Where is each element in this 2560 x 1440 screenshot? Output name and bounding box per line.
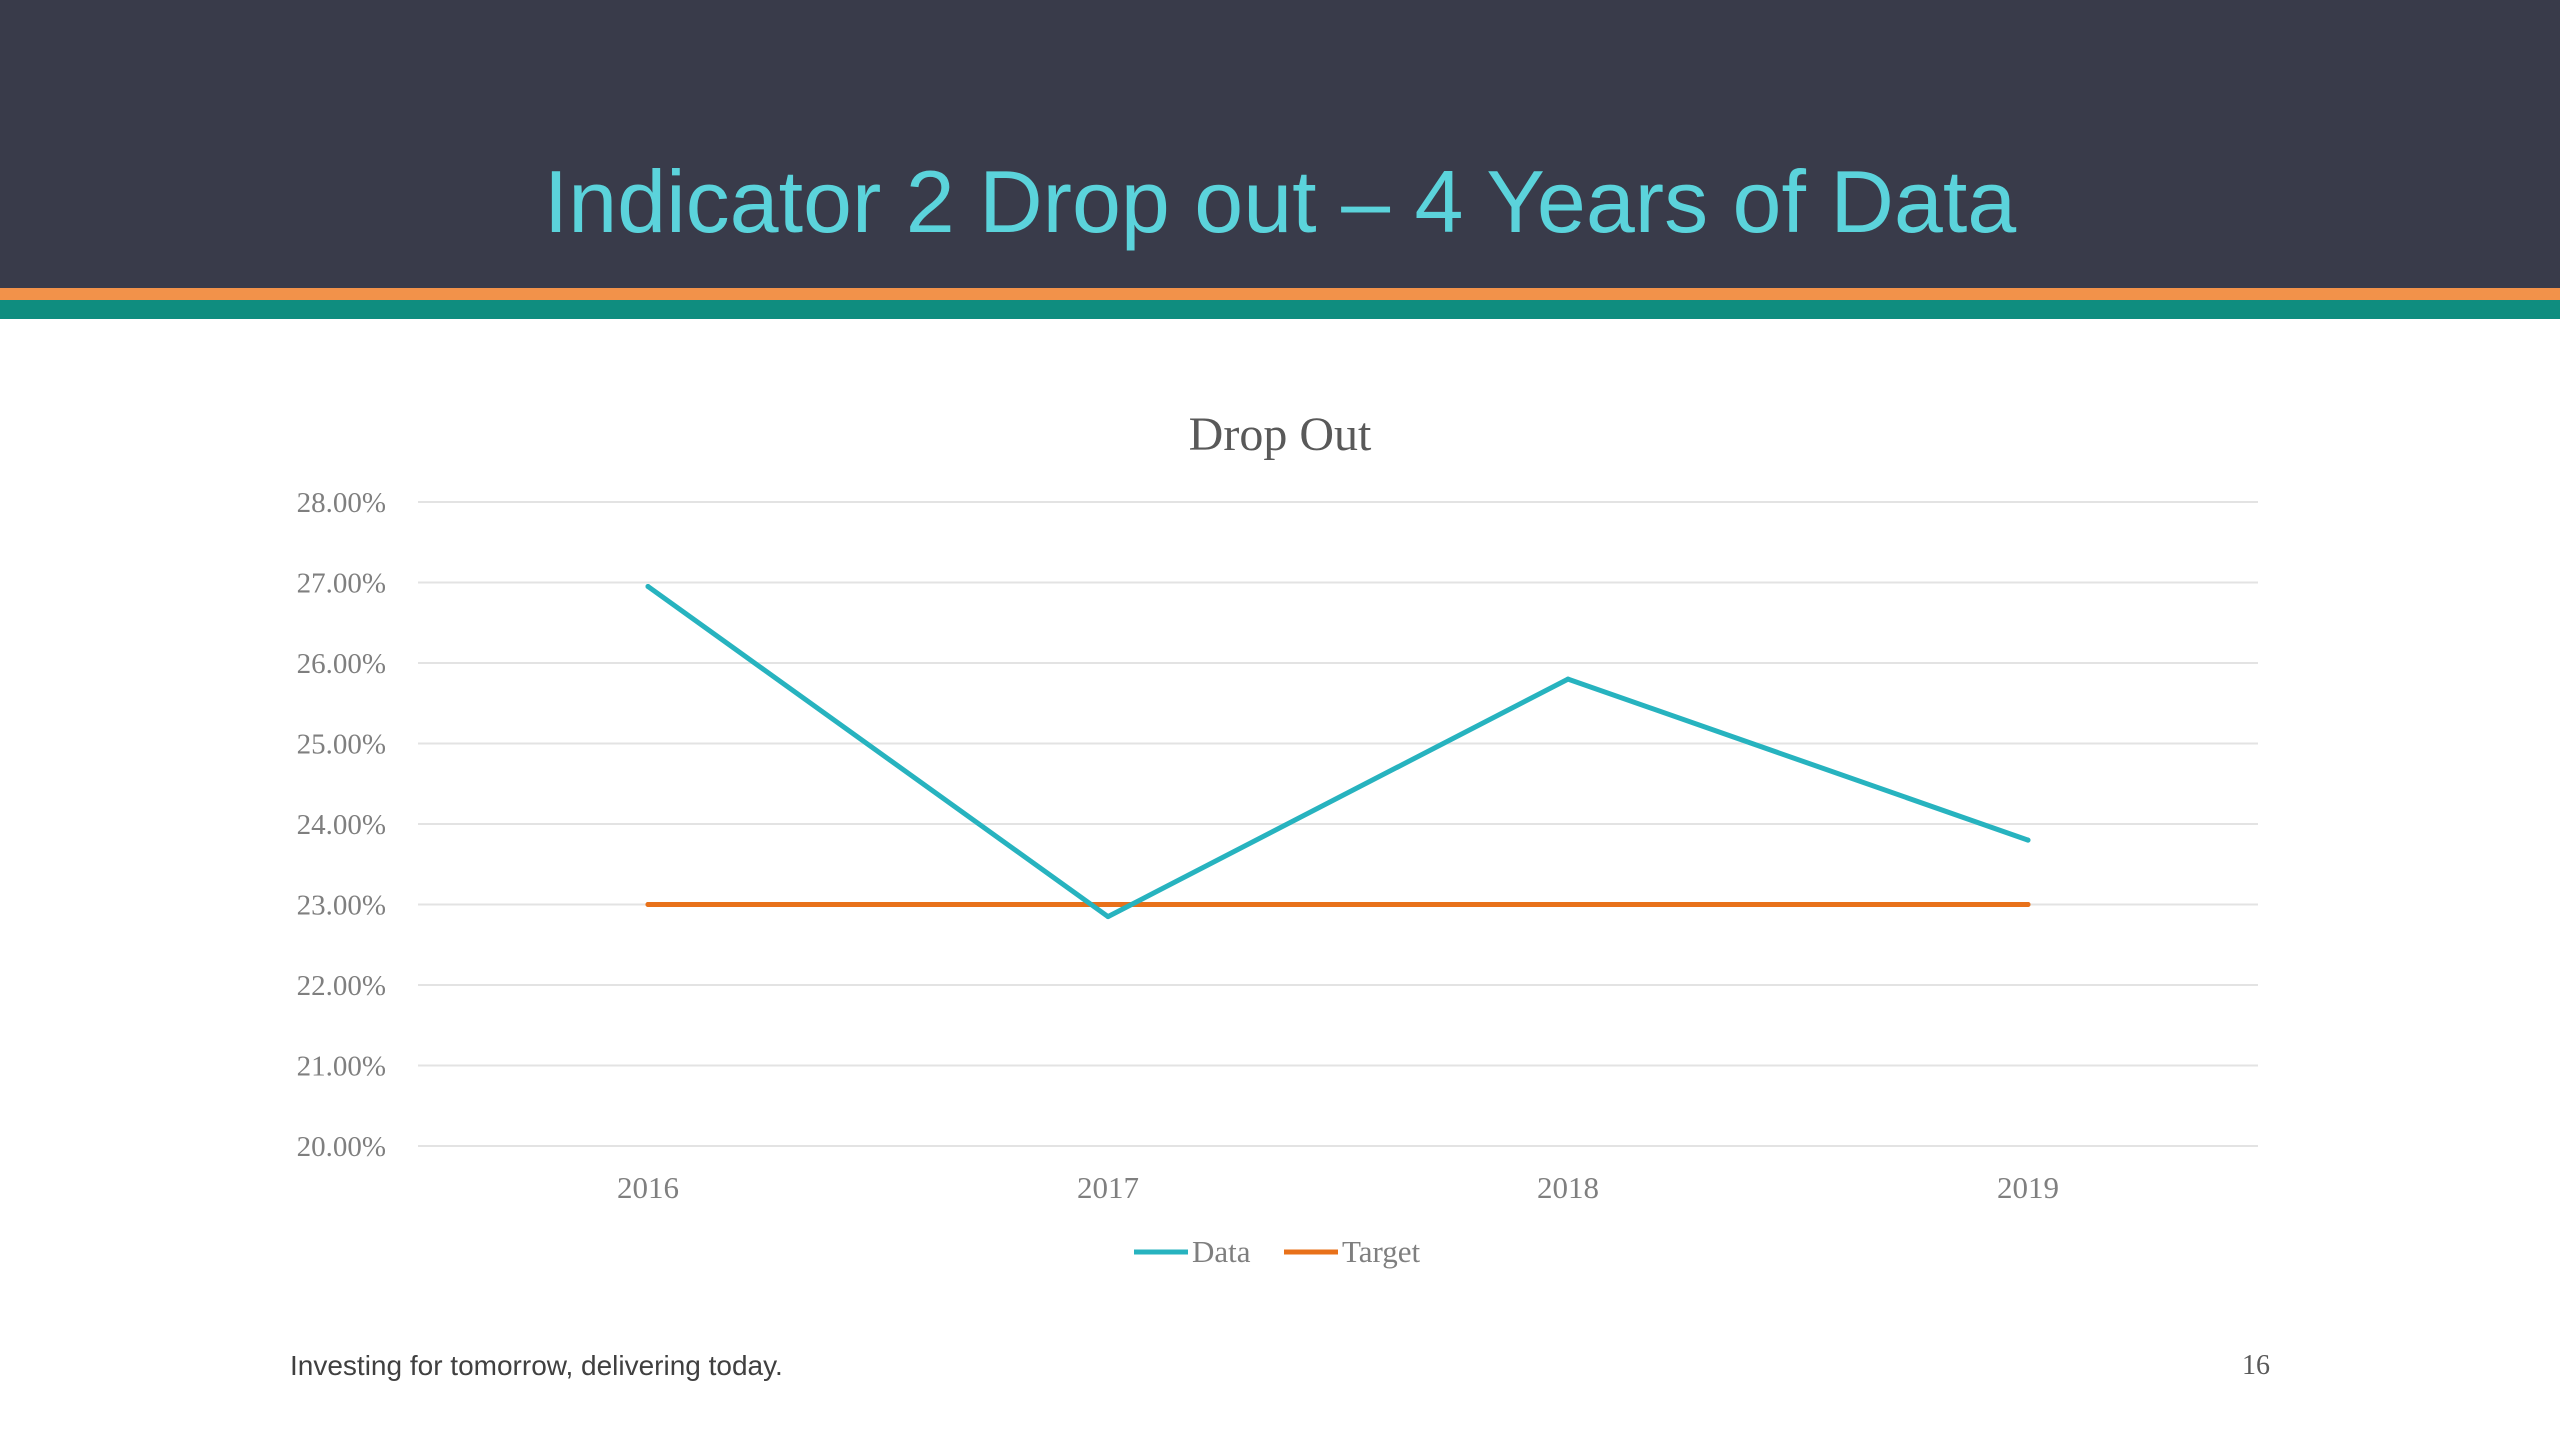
y-tick-label: 20.00% <box>297 1131 386 1163</box>
data-point-target <box>1565 902 1571 907</box>
data-point-data <box>1565 676 1571 682</box>
title-banner <box>0 0 2560 288</box>
teal-divider-stripe <box>0 300 2560 319</box>
x-tick-label: 2018 <box>1537 1170 1599 1205</box>
data-point-data <box>645 584 651 589</box>
legend-label-data: Data <box>1192 1234 1251 1269</box>
x-tick-label: 2016 <box>617 1170 679 1205</box>
x-axis-ticks: 2016 2017 2018 2019 <box>617 1170 2059 1205</box>
x-tick-label: 2019 <box>1997 1170 2059 1205</box>
series-lines <box>645 584 2031 920</box>
page-number: 16 <box>2242 1350 2270 1381</box>
y-tick-label: 22.00% <box>297 970 386 1002</box>
y-tick-label: 23.00% <box>297 890 386 922</box>
data-point-target <box>1105 902 1111 907</box>
data-point-data <box>1105 914 1111 920</box>
data-point-target <box>2025 902 2031 907</box>
y-tick-label: 27.00% <box>297 568 386 600</box>
footer-tagline: Investing for tomorrow, delivering today… <box>290 1350 783 1381</box>
y-tick-label: 26.00% <box>297 648 386 680</box>
legend-label-target: Target <box>1342 1234 1421 1269</box>
legend: Data Target <box>1134 1234 1421 1269</box>
x-tick-label: 2017 <box>1077 1170 1139 1205</box>
y-tick-label: 24.00% <box>297 809 386 841</box>
series-line-data <box>645 584 2031 920</box>
y-tick-label: 28.00% <box>297 487 386 519</box>
data-point-data <box>2025 837 2031 843</box>
y-tick-label: 21.00% <box>297 1051 386 1083</box>
y-tick-label: 25.00% <box>297 729 386 761</box>
slide-title: Indicator 2 Drop out – 4 Years of Data <box>543 152 2017 251</box>
data-point-target <box>645 902 651 907</box>
y-axis-ticks: 20.00% 21.00% 22.00% 23.00% 24.00% 25.00% 26.0… <box>297 487 386 1163</box>
orange-divider-stripe <box>0 288 2560 300</box>
chart-title: Drop Out <box>1189 408 1372 461</box>
